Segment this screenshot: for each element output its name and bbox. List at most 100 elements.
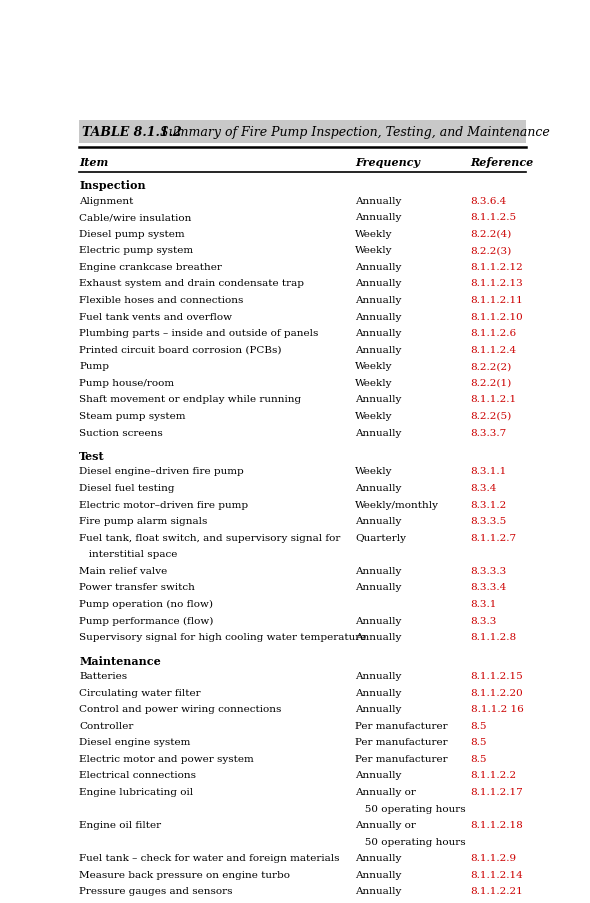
Text: Electric pump system: Electric pump system bbox=[79, 246, 194, 255]
Text: Annually: Annually bbox=[355, 197, 401, 205]
Text: Annually: Annually bbox=[355, 517, 401, 526]
Text: Alignment: Alignment bbox=[79, 197, 133, 205]
Text: Supervisory signal for high cooling water temperature: Supervisory signal for high cooling wate… bbox=[79, 632, 366, 641]
Text: 8.5: 8.5 bbox=[471, 721, 487, 730]
Text: Exhaust system and drain condensate trap: Exhaust system and drain condensate trap bbox=[79, 279, 304, 288]
Text: Maintenance: Maintenance bbox=[79, 655, 161, 666]
Text: Pressure gauges and sensors: Pressure gauges and sensors bbox=[79, 887, 232, 896]
Text: 8.3.3: 8.3.3 bbox=[471, 616, 497, 625]
Text: 8.1.1.2.7: 8.1.1.2.7 bbox=[471, 533, 517, 542]
Text: Inspection: Inspection bbox=[79, 180, 146, 191]
Text: Per manufacturer: Per manufacturer bbox=[355, 754, 448, 763]
Text: 8.3.4: 8.3.4 bbox=[471, 483, 497, 492]
Text: 8.2.2(2): 8.2.2(2) bbox=[471, 362, 512, 371]
Text: Annually: Annually bbox=[355, 428, 401, 437]
Text: 8.1.1.2.17: 8.1.1.2.17 bbox=[471, 787, 523, 796]
Text: Test: Test bbox=[79, 451, 105, 461]
Text: Annually: Annually bbox=[355, 345, 401, 354]
Text: 8.3.1.1: 8.3.1.1 bbox=[471, 467, 507, 476]
Text: 50 operating hours: 50 operating hours bbox=[355, 837, 466, 846]
Text: Annually: Annually bbox=[355, 887, 401, 896]
Text: 8.1.1.2.9: 8.1.1.2.9 bbox=[471, 853, 517, 862]
Text: Annually: Annually bbox=[355, 870, 401, 879]
Text: 8.2.2(5): 8.2.2(5) bbox=[471, 412, 512, 421]
Text: Circulating water filter: Circulating water filter bbox=[79, 688, 201, 697]
Text: Weekly: Weekly bbox=[355, 362, 392, 371]
Text: Fuel tank – check for water and foreign materials: Fuel tank – check for water and foreign … bbox=[79, 853, 340, 862]
Text: Annually: Annually bbox=[355, 853, 401, 862]
Text: Diesel engine–driven fire pump: Diesel engine–driven fire pump bbox=[79, 467, 244, 476]
Text: Measure back pressure on engine turbo: Measure back pressure on engine turbo bbox=[79, 870, 290, 879]
Text: 8.3.3.3: 8.3.3.3 bbox=[471, 566, 507, 575]
Text: Steam pump system: Steam pump system bbox=[79, 412, 186, 421]
Text: 8.1.1.2.6: 8.1.1.2.6 bbox=[471, 329, 517, 338]
Text: Annually: Annually bbox=[355, 566, 401, 575]
Text: Quarterly: Quarterly bbox=[355, 533, 406, 542]
Text: 8.3.1.2: 8.3.1.2 bbox=[471, 500, 507, 509]
Text: 8.1.1.2.12: 8.1.1.2.12 bbox=[471, 263, 523, 272]
Text: Electrical connections: Electrical connections bbox=[79, 770, 196, 779]
Text: Flexible hoses and connections: Flexible hoses and connections bbox=[79, 295, 244, 304]
Text: TABLE 8.1.1.2: TABLE 8.1.1.2 bbox=[81, 126, 181, 139]
Text: Weekly: Weekly bbox=[355, 378, 392, 387]
Text: 8.3.6.4: 8.3.6.4 bbox=[471, 197, 507, 205]
Text: Shaft movement or endplay while running: Shaft movement or endplay while running bbox=[79, 395, 301, 404]
Text: Annually: Annually bbox=[355, 295, 401, 304]
Text: Annually or: Annually or bbox=[355, 787, 416, 796]
Text: 8.5: 8.5 bbox=[471, 738, 487, 747]
Text: Control and power wiring connections: Control and power wiring connections bbox=[79, 704, 281, 713]
Text: Annually: Annually bbox=[355, 688, 401, 697]
Text: Annually: Annually bbox=[355, 213, 401, 222]
Text: Electric motor–driven fire pump: Electric motor–driven fire pump bbox=[79, 500, 248, 509]
Text: 8.1.1.2.8: 8.1.1.2.8 bbox=[471, 632, 517, 641]
Text: 8.1.1.2.13: 8.1.1.2.13 bbox=[471, 279, 523, 288]
Text: Fuel tank, float switch, and supervisory signal for: Fuel tank, float switch, and supervisory… bbox=[79, 533, 340, 542]
Text: Printed circuit board corrosion (PCBs): Printed circuit board corrosion (PCBs) bbox=[79, 345, 282, 354]
Text: 8.1.1.2.10: 8.1.1.2.10 bbox=[471, 312, 523, 321]
Text: 8.2.2(4): 8.2.2(4) bbox=[471, 229, 512, 238]
Text: 50 operating hours: 50 operating hours bbox=[355, 804, 466, 813]
Text: 8.1.1.2.14: 8.1.1.2.14 bbox=[471, 870, 523, 879]
Text: Main relief valve: Main relief valve bbox=[79, 566, 168, 575]
Text: Weekly: Weekly bbox=[355, 246, 392, 255]
Text: Annually: Annually bbox=[355, 616, 401, 625]
Text: Suction screens: Suction screens bbox=[79, 428, 163, 437]
Text: 8.1.1.2.20: 8.1.1.2.20 bbox=[471, 688, 523, 697]
Text: Annually: Annually bbox=[355, 279, 401, 288]
Text: Annually: Annually bbox=[355, 770, 401, 779]
Text: Cable/wire insulation: Cable/wire insulation bbox=[79, 213, 192, 222]
Text: Pump house/room: Pump house/room bbox=[79, 378, 175, 387]
Text: Annually: Annually bbox=[355, 312, 401, 321]
Text: Summary of Fire Pump Inspection, Testing, and Maintenance: Summary of Fire Pump Inspection, Testing… bbox=[152, 126, 550, 139]
Text: Weekly/monthly: Weekly/monthly bbox=[355, 500, 439, 509]
Text: 8.3.3.4: 8.3.3.4 bbox=[471, 582, 507, 591]
Text: 8.1.1.2.21: 8.1.1.2.21 bbox=[471, 887, 523, 896]
Text: interstitial space: interstitial space bbox=[79, 550, 178, 559]
Text: 8.3.1: 8.3.1 bbox=[471, 600, 497, 609]
Text: Pump operation (no flow): Pump operation (no flow) bbox=[79, 600, 213, 609]
Text: Reference: Reference bbox=[471, 157, 534, 168]
Text: Annually: Annually bbox=[355, 704, 401, 713]
Text: Batteries: Batteries bbox=[79, 671, 127, 680]
Text: Annually: Annually bbox=[355, 483, 401, 492]
Text: 8.1.1.2.2: 8.1.1.2.2 bbox=[471, 770, 517, 779]
Text: Annually: Annually bbox=[355, 395, 401, 404]
Text: Annually: Annually bbox=[355, 671, 401, 680]
Text: Diesel fuel testing: Diesel fuel testing bbox=[79, 483, 175, 492]
Text: 8.5: 8.5 bbox=[471, 754, 487, 763]
Text: Pump: Pump bbox=[79, 362, 109, 371]
Text: 8.1.1.2.4: 8.1.1.2.4 bbox=[471, 345, 517, 354]
Text: 8.1.1.2.11: 8.1.1.2.11 bbox=[471, 295, 523, 304]
Bar bbox=[79, 121, 526, 144]
Text: Fuel tank vents and overflow: Fuel tank vents and overflow bbox=[79, 312, 232, 321]
Text: Plumbing parts – inside and outside of panels: Plumbing parts – inside and outside of p… bbox=[79, 329, 319, 338]
Text: Annually: Annually bbox=[355, 632, 401, 641]
Text: 8.1.1.2.5: 8.1.1.2.5 bbox=[471, 213, 517, 222]
Text: Frequency: Frequency bbox=[355, 157, 420, 168]
Text: Weekly: Weekly bbox=[355, 467, 392, 476]
Text: Diesel engine system: Diesel engine system bbox=[79, 738, 191, 747]
Text: 8.2.2(3): 8.2.2(3) bbox=[471, 246, 512, 255]
Text: 8.3.3.7: 8.3.3.7 bbox=[471, 428, 507, 437]
Text: Annually: Annually bbox=[355, 263, 401, 272]
Text: 8.1.1.2.1: 8.1.1.2.1 bbox=[471, 395, 517, 404]
